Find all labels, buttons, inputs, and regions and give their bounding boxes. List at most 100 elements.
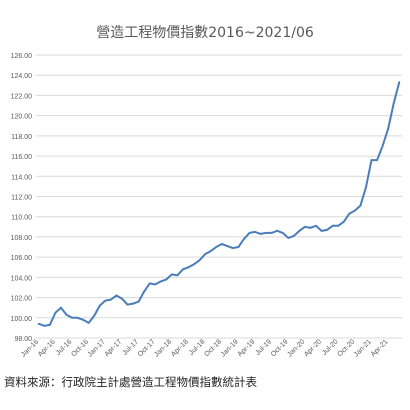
data-point: [87, 321, 90, 324]
data-point: [220, 243, 223, 245]
data-point: [342, 220, 345, 223]
data-point: [93, 314, 96, 317]
data-point: [154, 283, 157, 286]
x-tick-label: Jan-18: [153, 338, 173, 358]
data-point: [54, 311, 57, 314]
data-point: [370, 159, 373, 162]
data-point: [148, 282, 151, 285]
data-point: [287, 237, 290, 239]
data-point: [337, 224, 340, 227]
y-tick-label: 126.00: [11, 53, 33, 60]
data-point: [132, 302, 134, 305]
y-tick-label: 124.00: [11, 73, 33, 80]
data-point: [137, 300, 140, 303]
data-point: [104, 299, 107, 302]
data-point: [126, 303, 129, 306]
x-tick-label: Apr-17: [104, 338, 124, 358]
data-point: [387, 127, 390, 130]
data-point: [243, 238, 245, 240]
data-point: [270, 231, 273, 234]
data-point: [248, 231, 251, 234]
data-point: [76, 316, 79, 319]
data-point: [309, 226, 312, 229]
y-tick-label: 110.00: [11, 215, 32, 222]
data-point: [143, 290, 146, 293]
y-tick-label: 102.00: [11, 296, 33, 303]
y-axis-tick-labels: 98.00 100.00 102.00 104.00 106.00 108.00 110.0…: [11, 53, 33, 343]
data-point: [237, 246, 240, 248]
data-point: [65, 313, 68, 316]
y-tick-label: 112.00: [11, 195, 32, 202]
series-layer: [37, 81, 401, 327]
data-point: [392, 102, 395, 105]
y-tick-label: 98.00: [14, 336, 32, 343]
data-point: [170, 273, 173, 276]
gridlines: [36, 54, 402, 339]
y-tick-label: 122.00: [11, 93, 33, 100]
x-tick-label: Apr-19: [237, 338, 257, 358]
data-point: [359, 204, 362, 207]
y-tick-label: 118.00: [11, 134, 32, 141]
y-tick-label: 120.00: [11, 114, 33, 121]
x-axis-tick-labels: Jan-16Apr-16Jul-16Oct-16Jan-17Apr-17Jul-…: [20, 338, 390, 358]
data-point: [376, 159, 378, 162]
chart-title: 營造工程物價指數2016~2021/06: [96, 25, 314, 41]
x-tick-label: Jan-19: [220, 338, 240, 358]
data-point: [254, 230, 256, 233]
data-point: [231, 247, 234, 249]
data-point: [304, 225, 306, 228]
data-point: [159, 280, 162, 283]
data-point: [115, 294, 118, 297]
x-tick-label: Jan-20: [286, 338, 306, 358]
data-point: [226, 245, 229, 247]
data-point: [82, 318, 85, 321]
data-point: [276, 229, 279, 232]
data-point: [165, 278, 168, 281]
data-point: [265, 231, 268, 234]
data-point: [315, 224, 317, 227]
data-point: [71, 316, 73, 319]
data-point: [193, 263, 195, 266]
x-tick-label: Jan-17: [87, 338, 107, 358]
y-tick-label: 116.00: [11, 154, 32, 161]
data-point: [43, 324, 46, 327]
series-line: [37, 81, 401, 327]
data-point: [381, 145, 384, 147]
x-tick-label: Apr-21: [370, 338, 390, 358]
data-point: [198, 259, 201, 262]
data-point: [292, 235, 295, 237]
data-point: [60, 306, 62, 309]
y-tick-label: 114.00: [11, 174, 32, 181]
x-tick-label: Apr-20: [303, 338, 323, 358]
data-point: [121, 297, 123, 300]
x-tick-label: Jan-21: [353, 338, 373, 358]
data-point: [176, 274, 179, 277]
source-note: 資料來源：行政院主計處營造工程物價指數統計表: [4, 375, 257, 389]
data-point: [98, 304, 101, 307]
data-point: [398, 81, 401, 84]
data-point: [187, 266, 190, 269]
y-tick-label: 108.00: [11, 235, 33, 242]
chart-frame: 營造工程物價指數2016~2021/06 98.00 100.00 102.00 10…: [11, 25, 402, 359]
data-point: [348, 212, 351, 215]
x-tick-label: Apr-16: [37, 338, 57, 358]
data-point: [365, 186, 367, 189]
data-point: [326, 228, 329, 231]
data-point: [204, 253, 207, 256]
data-point: [48, 323, 51, 326]
data-point: [37, 322, 40, 325]
data-point: [320, 229, 323, 232]
line-chart: 98.00 100.00 102.00 104.00 106.00 108.00 110.0…: [11, 53, 402, 359]
data-point: [109, 298, 112, 301]
data-point: [331, 224, 334, 227]
y-tick-label: 100.00: [11, 316, 33, 323]
data-point: [215, 246, 218, 248]
x-tick-label: Apr-18: [170, 338, 190, 358]
data-point: [353, 209, 356, 212]
data-point: [209, 250, 212, 252]
data-point: [259, 232, 262, 235]
data-point: [298, 229, 301, 232]
y-tick-label: 106.00: [11, 255, 33, 262]
data-point: [182, 268, 184, 271]
data-point: [281, 231, 284, 234]
